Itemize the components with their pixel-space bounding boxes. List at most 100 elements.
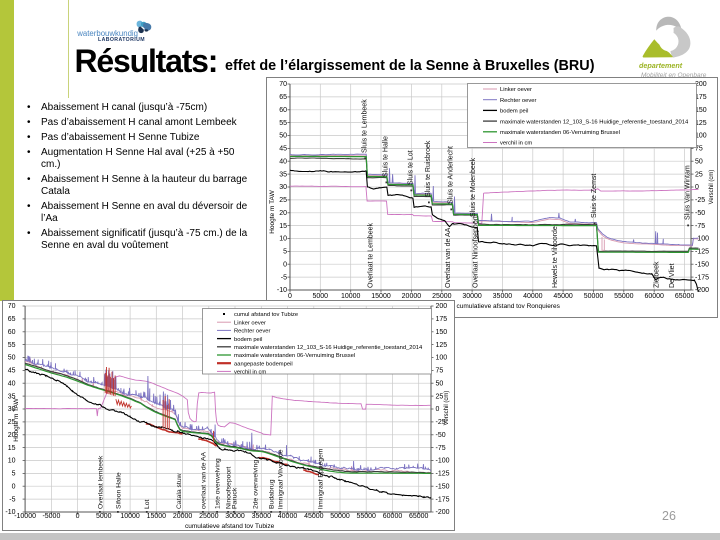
svg-text:30: 30: [8, 406, 16, 413]
svg-text:70: 70: [8, 303, 16, 310]
svg-text:Catala stuw: Catala stuw: [176, 473, 183, 509]
svg-text:aangepaste bodempeil: aangepaste bodempeil: [234, 361, 293, 367]
svg-text:200: 200: [695, 81, 707, 88]
svg-text:1ste overwelving: 1ste overwelving: [215, 458, 222, 509]
svg-text:cumulatieve afstand tov Ronqu: cumulatieve afstand tov Ronquieres: [457, 303, 561, 310]
svg-text:150: 150: [436, 329, 448, 336]
svg-text:-50: -50: [436, 432, 446, 439]
svg-text:60: 60: [8, 329, 16, 336]
svg-text:60: 60: [279, 107, 287, 114]
svg-text:65: 65: [279, 94, 287, 101]
svg-text:Rechter oever: Rechter oever: [500, 98, 536, 104]
svg-text:75: 75: [436, 368, 444, 375]
svg-text:60000: 60000: [383, 513, 403, 520]
svg-text:-5000: -5000: [42, 513, 60, 520]
svg-text:40000: 40000: [523, 293, 543, 300]
svg-text:35: 35: [279, 171, 287, 178]
svg-text:25: 25: [8, 419, 16, 426]
svg-text:100: 100: [695, 133, 707, 140]
svg-text:Zielbeek: Zielbeek: [653, 261, 660, 288]
svg-text:30000: 30000: [225, 513, 245, 520]
svg-text:-75: -75: [436, 445, 446, 452]
svg-text:15000: 15000: [371, 293, 391, 300]
svg-text:-25: -25: [695, 197, 705, 204]
svg-text:45000: 45000: [553, 293, 573, 300]
svg-text:cumulatieve afstand tov Tubiz: cumulatieve afstand tov Tubize: [185, 523, 275, 530]
svg-text:-50: -50: [695, 210, 705, 217]
svg-text:40: 40: [8, 381, 16, 388]
svg-text:75: 75: [695, 146, 703, 153]
svg-text:-5: -5: [281, 274, 287, 281]
svg-text:175: 175: [695, 94, 707, 101]
svg-text:Hoogte m TAW: Hoogte m TAW: [13, 397, 20, 441]
svg-text:35: 35: [8, 393, 16, 400]
svg-text:-125: -125: [436, 471, 450, 478]
svg-text:45: 45: [8, 368, 16, 375]
svg-text:Sifoon Halle: Sifoon Halle: [115, 472, 122, 509]
svg-text:maximale waterstanden 12_103_S: maximale waterstanden 12_103_S-16 Huidig…: [234, 345, 423, 351]
svg-text:30000: 30000: [462, 293, 482, 300]
svg-text:Overlaat van de AA: Overlaat van de AA: [445, 227, 452, 288]
svg-text:25: 25: [436, 393, 444, 400]
svg-text:70: 70: [279, 81, 287, 88]
svg-text:20000: 20000: [402, 293, 422, 300]
svg-text:20000: 20000: [173, 513, 193, 520]
svg-text:20: 20: [279, 210, 287, 217]
svg-text:-200: -200: [436, 509, 450, 516]
svg-text:Overlaat te Lembeek: Overlaat te Lembeek: [367, 223, 374, 288]
svg-text:Sluis te Lot: Sluis te Lot: [408, 150, 415, 185]
svg-text:65: 65: [8, 316, 16, 323]
svg-text:-100: -100: [436, 458, 450, 465]
svg-text:-175: -175: [436, 496, 450, 503]
svg-text:Sluis te Molenbeek: Sluis te Molenbeek: [470, 157, 477, 217]
svg-text:maximale waterstanden 12_103_S: maximale waterstanden 12_103_S-16 Huidig…: [500, 119, 689, 125]
svg-text:verchil in cm: verchil in cm: [500, 141, 532, 147]
svg-text:Sluis te Halle: Sluis te Halle: [383, 136, 390, 177]
svg-text:25000: 25000: [432, 293, 452, 300]
svg-text:-10000: -10000: [14, 513, 36, 520]
svg-text:Rechter oever: Rechter oever: [234, 329, 270, 335]
svg-text:15: 15: [8, 445, 16, 452]
svg-text:25: 25: [695, 171, 703, 178]
svg-text:0: 0: [436, 406, 440, 413]
svg-text:20: 20: [8, 432, 16, 439]
svg-text:50000: 50000: [584, 293, 604, 300]
svg-text:Overlaat lembeek: Overlaat lembeek: [97, 455, 104, 509]
svg-text:50: 50: [436, 381, 444, 388]
svg-text:5: 5: [283, 249, 287, 256]
svg-text:maximale waterstanden 06-Verru: maximale waterstanden 06-Verruiming Brus…: [500, 130, 620, 136]
svg-text:15000: 15000: [147, 513, 167, 520]
svg-text:-150: -150: [436, 483, 450, 490]
svg-text:10000: 10000: [341, 293, 361, 300]
svg-text:175: 175: [436, 316, 448, 323]
svg-text:35000: 35000: [493, 293, 513, 300]
svg-text:limnigraaf Vilvoorde: limnigraaf Vilvoorde: [278, 449, 285, 509]
svg-text:30: 30: [279, 184, 287, 191]
svg-text:60000: 60000: [644, 293, 664, 300]
svg-text:55: 55: [279, 120, 287, 127]
svg-text:Linker oever: Linker oever: [234, 320, 266, 326]
svg-text:0: 0: [76, 513, 80, 520]
svg-text:45000: 45000: [304, 513, 324, 520]
svg-text:Sluis Van Wintam: Sluis Van Wintam: [684, 165, 691, 220]
svg-text:Lot: Lot: [144, 499, 151, 509]
svg-text:125: 125: [436, 342, 448, 349]
svg-text:100: 100: [436, 355, 448, 362]
svg-text:Linker oever: Linker oever: [500, 87, 532, 93]
svg-text:De Vliet: De Vliet: [669, 263, 676, 288]
svg-text:50: 50: [8, 355, 16, 362]
svg-text:50000: 50000: [330, 513, 350, 520]
svg-text:55: 55: [8, 342, 16, 349]
svg-text:-175: -175: [695, 274, 709, 281]
svg-text:-150: -150: [695, 261, 709, 268]
svg-text:0: 0: [283, 261, 287, 268]
svg-text:5000: 5000: [313, 293, 329, 300]
svg-text:-75: -75: [695, 223, 705, 230]
svg-text:10000: 10000: [120, 513, 140, 520]
svg-text:0: 0: [288, 293, 292, 300]
svg-text:-10: -10: [5, 509, 15, 516]
svg-text:Paruck: Paruck: [231, 487, 238, 509]
svg-text:55000: 55000: [614, 293, 634, 300]
svg-text:40: 40: [279, 159, 287, 166]
svg-text:-100: -100: [695, 236, 709, 243]
